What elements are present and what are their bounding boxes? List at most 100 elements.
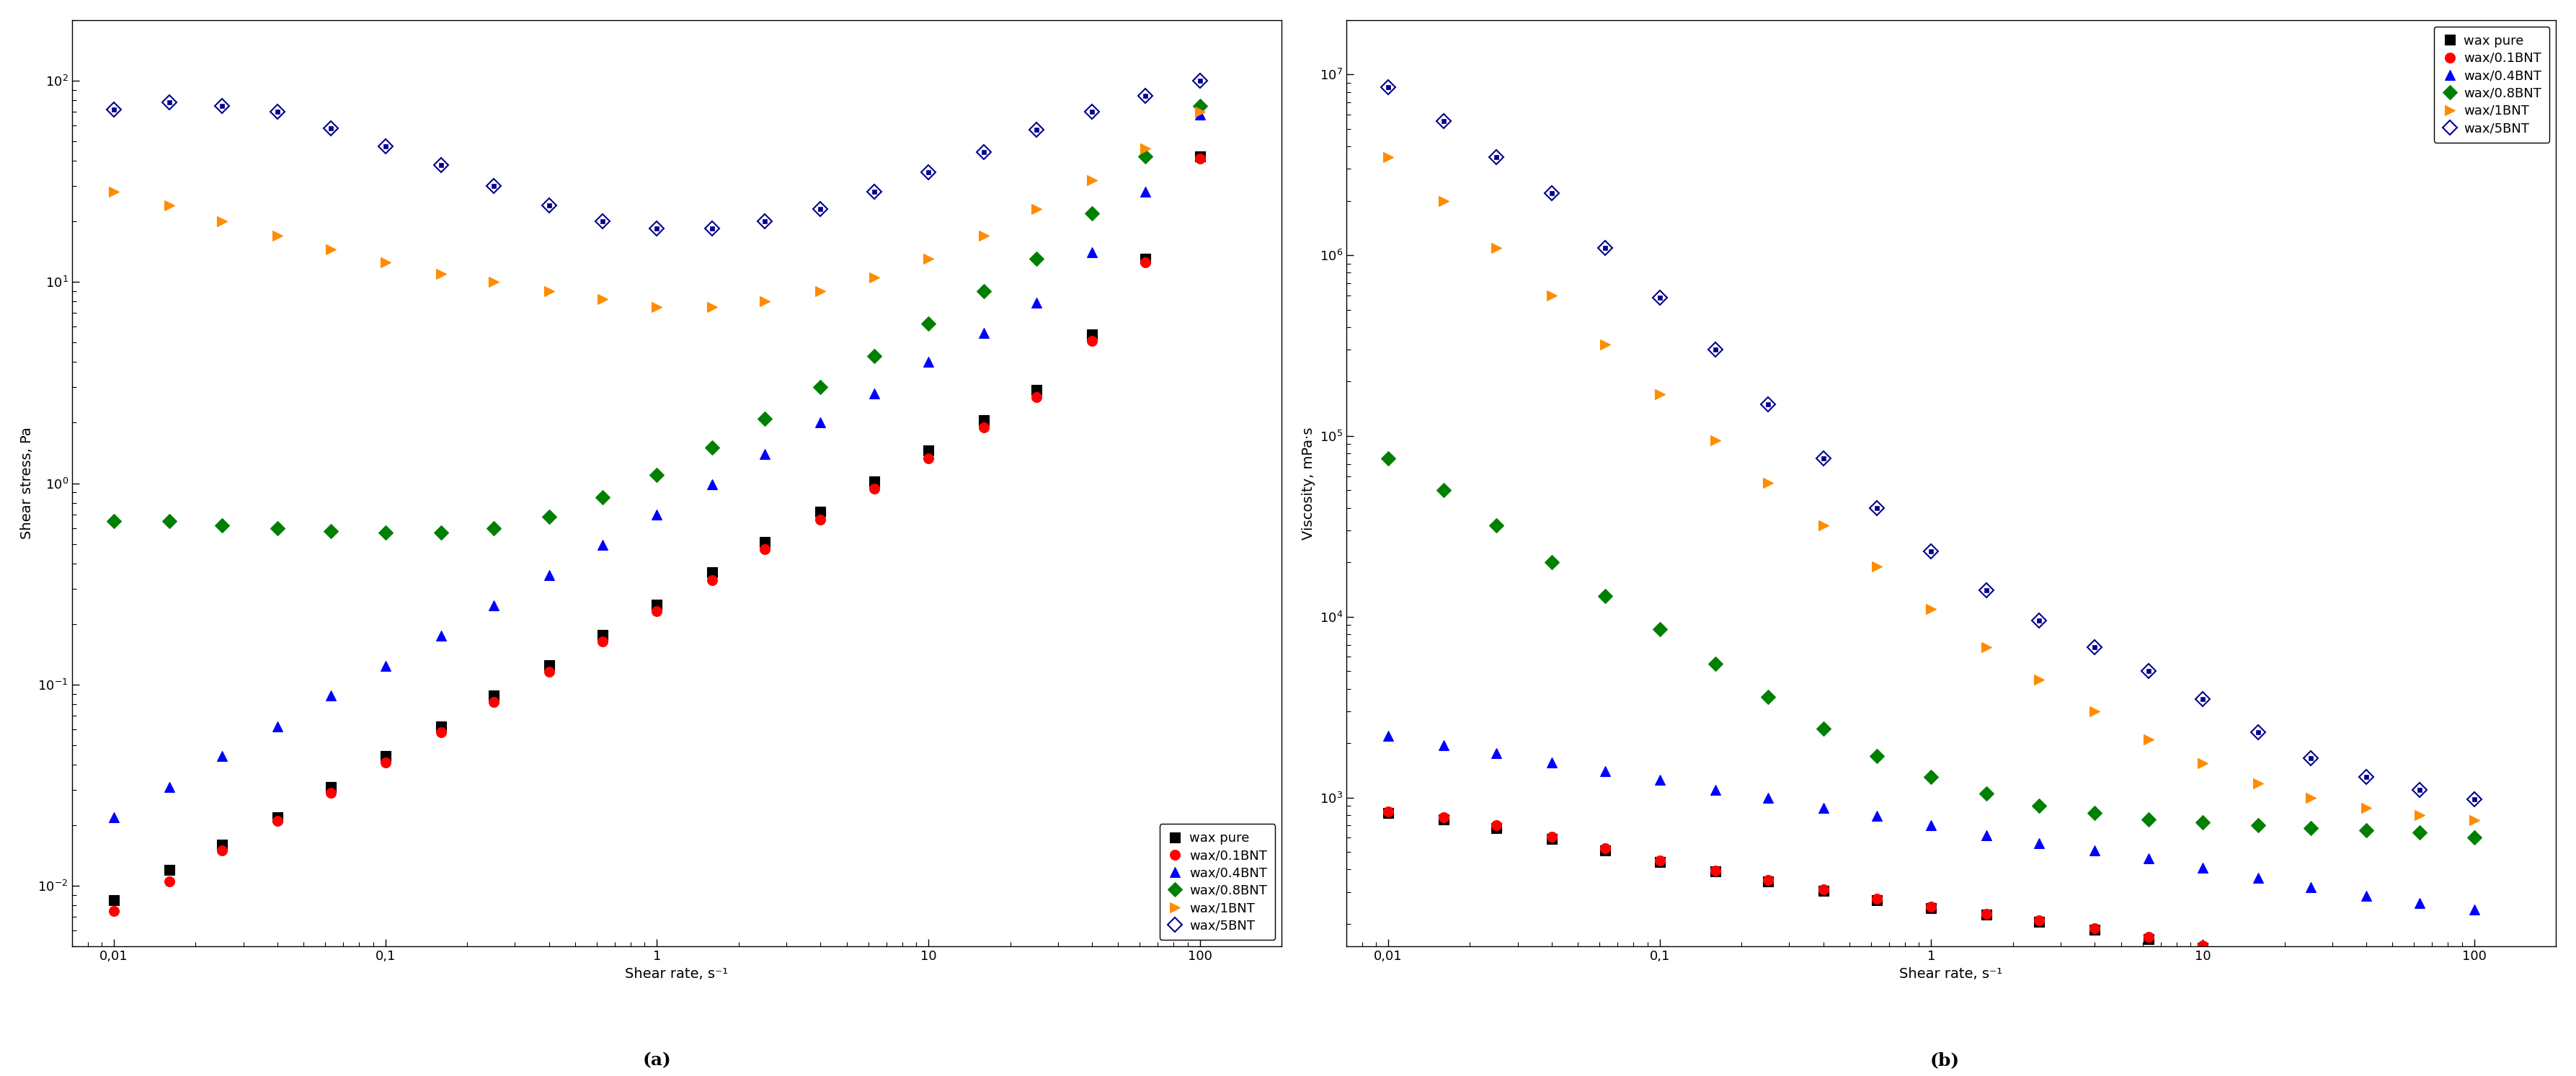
wax/0.4BNT xyxy=(2079,844,2110,856)
wax/0.1BNT xyxy=(2133,931,2164,944)
wax pure xyxy=(641,598,672,611)
wax pure xyxy=(2025,916,2056,929)
wax/1BNT xyxy=(1589,338,1620,351)
wax/0.1BNT xyxy=(2187,939,2218,952)
wax/0.8BNT xyxy=(533,510,564,523)
wax pure xyxy=(1752,875,1783,888)
Y-axis label: Shear stress, Pa: Shear stress, Pa xyxy=(21,427,33,539)
wax/5BNT xyxy=(155,96,185,109)
wax/0.4BNT xyxy=(587,538,618,551)
wax/0.1BNT xyxy=(2025,914,2056,926)
wax pure xyxy=(1643,855,1674,868)
wax/1BNT xyxy=(1131,142,1162,155)
wax/0.8BNT xyxy=(2133,812,2164,825)
wax/0.8BNT xyxy=(98,514,129,527)
wax/0.1BNT xyxy=(1481,819,1512,832)
wax/0.8BNT xyxy=(2460,831,2491,844)
wax/0.8BNT xyxy=(804,381,835,394)
wax pure xyxy=(371,750,402,763)
wax/1BNT xyxy=(1917,603,1947,615)
wax pure xyxy=(969,414,999,427)
wax/1BNT xyxy=(263,229,294,242)
wax/0.8BNT xyxy=(1427,484,1458,497)
wax pure xyxy=(155,863,185,876)
wax pure xyxy=(1700,865,1731,878)
wax/1BNT xyxy=(2352,802,2383,815)
wax/0.4BNT xyxy=(263,720,294,733)
wax pure xyxy=(1481,821,1512,834)
wax/1BNT xyxy=(1020,202,1051,215)
wax/1BNT xyxy=(750,295,781,308)
wax/0.1BNT xyxy=(1589,841,1620,854)
wax/0.1BNT xyxy=(371,756,402,769)
wax/1BNT xyxy=(2025,672,2056,685)
wax pure xyxy=(1427,812,1458,825)
wax/1BNT xyxy=(912,253,943,266)
wax pure xyxy=(2460,985,2491,997)
wax/0.8BNT xyxy=(1535,556,1566,569)
wax pure xyxy=(2187,942,2218,954)
wax/0.1BNT xyxy=(912,452,943,465)
wax/0.8BNT xyxy=(2079,807,2110,820)
wax/0.4BNT xyxy=(371,660,402,672)
wax pure xyxy=(425,720,456,733)
wax/0.8BNT xyxy=(206,519,237,532)
wax/0.4BNT xyxy=(206,750,237,763)
wax/0.4BNT xyxy=(1185,108,1216,121)
wax/5BNT xyxy=(969,146,999,159)
wax/0.1BNT xyxy=(1373,805,1404,818)
wax/1BNT xyxy=(1752,477,1783,490)
wax pure xyxy=(479,690,510,703)
wax/1BNT xyxy=(2244,777,2275,790)
wax/0.4BNT xyxy=(1077,246,1108,259)
wax/0.8BNT xyxy=(2187,816,2218,829)
wax/1BNT xyxy=(206,215,237,228)
wax/0.1BNT xyxy=(750,542,781,555)
wax/1BNT xyxy=(155,199,185,212)
Line: wax/5BNT: wax/5BNT xyxy=(1383,82,2478,804)
wax pure xyxy=(533,659,564,671)
Line: wax/0.1BNT: wax/0.1BNT xyxy=(1383,806,2478,993)
wax/0.4BNT xyxy=(2403,897,2434,910)
wax/1BNT xyxy=(98,185,129,198)
wax/0.4BNT xyxy=(1862,809,1893,822)
wax/0.1BNT xyxy=(1917,900,1947,912)
wax/5BNT xyxy=(425,159,456,172)
wax/5BNT xyxy=(1643,292,1674,305)
wax/0.8BNT xyxy=(2295,821,2326,834)
wax/0.4BNT xyxy=(2187,861,2218,874)
wax/5BNT xyxy=(2187,693,2218,706)
wax/0.4BNT xyxy=(912,355,943,368)
wax/5BNT xyxy=(263,105,294,118)
wax/0.8BNT xyxy=(1077,207,1108,220)
wax/1BNT xyxy=(1481,241,1512,254)
Y-axis label: Viscosity, mPa·s: Viscosity, mPa·s xyxy=(1301,427,1316,539)
wax/0.8BNT xyxy=(1808,722,1839,735)
wax/1BNT xyxy=(804,285,835,298)
wax/1BNT xyxy=(1862,560,1893,572)
wax/0.8BNT xyxy=(479,522,510,535)
wax/5BNT xyxy=(698,222,729,235)
wax/5BNT xyxy=(206,99,237,112)
wax/5BNT xyxy=(479,180,510,193)
wax/1BNT xyxy=(314,243,345,256)
wax/0.4BNT xyxy=(1589,765,1620,778)
wax/5BNT xyxy=(2460,793,2491,806)
wax/1BNT xyxy=(1808,519,1839,532)
wax/0.8BNT xyxy=(1373,452,1404,465)
wax/1BNT xyxy=(2403,808,2434,821)
wax/0.8BNT xyxy=(1752,691,1783,704)
wax/0.1BNT xyxy=(2295,957,2326,969)
wax pure xyxy=(750,536,781,549)
wax/5BNT xyxy=(750,215,781,228)
wax/0.4BNT xyxy=(969,326,999,339)
wax/1BNT xyxy=(425,267,456,280)
wax pure xyxy=(2244,950,2275,963)
X-axis label: Shear rate, s⁻¹: Shear rate, s⁻¹ xyxy=(1899,967,2002,980)
wax/0.1BNT xyxy=(1862,892,1893,905)
wax/5BNT xyxy=(1427,115,1458,128)
wax pure xyxy=(1077,328,1108,341)
wax/0.4BNT xyxy=(1481,747,1512,760)
Line: wax/0.8BNT: wax/0.8BNT xyxy=(108,101,1206,537)
wax/5BNT xyxy=(1862,501,1893,514)
